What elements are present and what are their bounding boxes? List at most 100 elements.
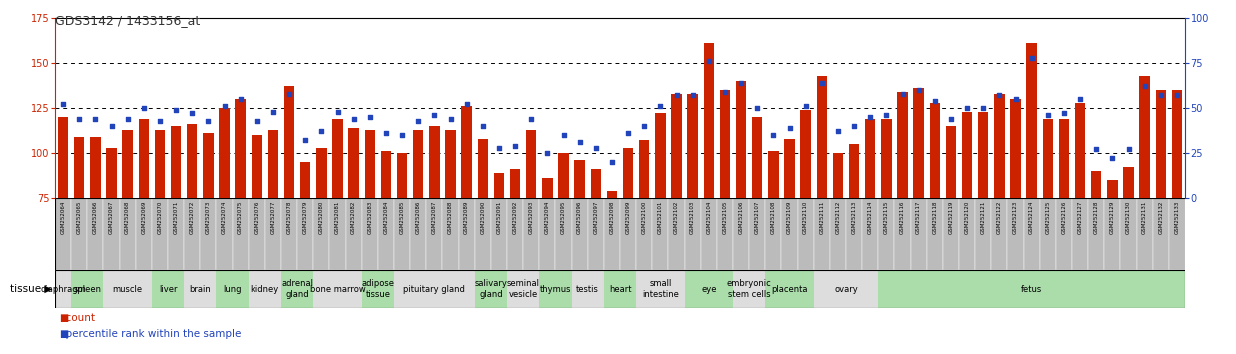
Bar xyxy=(252,135,262,198)
Point xyxy=(876,112,896,118)
Bar xyxy=(1156,90,1166,198)
Bar xyxy=(1169,198,1185,270)
Point xyxy=(247,118,267,124)
Text: GSM252112: GSM252112 xyxy=(836,201,840,234)
Bar xyxy=(313,270,362,308)
Bar xyxy=(962,112,973,198)
Bar xyxy=(152,198,168,270)
Point xyxy=(682,92,702,98)
Bar xyxy=(507,270,539,308)
Bar xyxy=(104,270,152,308)
Text: GSM252083: GSM252083 xyxy=(367,201,372,234)
Bar xyxy=(459,198,475,270)
Bar xyxy=(232,198,248,270)
Point xyxy=(666,92,686,98)
Text: salivary
gland: salivary gland xyxy=(475,279,507,299)
Text: fetus: fetus xyxy=(1021,285,1042,293)
Text: lung: lung xyxy=(224,285,242,293)
Bar xyxy=(685,198,701,270)
Bar xyxy=(975,198,991,270)
Text: GSM252133: GSM252133 xyxy=(1174,201,1179,234)
Bar xyxy=(104,198,120,270)
Text: GSM252131: GSM252131 xyxy=(1142,201,1147,234)
Bar xyxy=(1120,198,1137,270)
Text: GSM252130: GSM252130 xyxy=(1126,201,1131,234)
Text: GSM252129: GSM252129 xyxy=(1110,201,1115,234)
Text: GSM252132: GSM252132 xyxy=(1158,201,1163,234)
Point xyxy=(892,91,912,96)
Bar xyxy=(216,198,232,270)
Point xyxy=(957,105,976,111)
Bar xyxy=(879,270,1185,308)
Bar xyxy=(687,93,698,198)
Bar xyxy=(527,130,536,198)
Bar xyxy=(187,124,198,198)
Bar xyxy=(863,198,879,270)
Point xyxy=(101,123,121,129)
Text: GSM252128: GSM252128 xyxy=(1094,201,1099,234)
Bar xyxy=(1056,198,1072,270)
Point xyxy=(554,132,574,138)
Bar xyxy=(136,198,152,270)
Bar xyxy=(946,126,957,198)
Bar xyxy=(171,126,182,198)
Bar xyxy=(394,198,410,270)
Text: thymus: thymus xyxy=(540,285,571,293)
Text: small
intestine: small intestine xyxy=(641,279,679,299)
Bar xyxy=(154,130,166,198)
Point xyxy=(408,118,428,124)
Text: GSM252089: GSM252089 xyxy=(465,201,470,234)
Bar xyxy=(203,133,214,198)
Bar xyxy=(943,198,959,270)
Text: GSM252085: GSM252085 xyxy=(399,201,404,234)
Text: ■: ■ xyxy=(58,329,68,339)
Text: GSM252074: GSM252074 xyxy=(222,201,227,234)
Point xyxy=(1135,84,1154,89)
Bar xyxy=(591,169,601,198)
Text: GSM252078: GSM252078 xyxy=(287,201,292,234)
Bar xyxy=(1023,198,1039,270)
Bar xyxy=(620,198,637,270)
Bar xyxy=(929,103,941,198)
Bar xyxy=(397,153,408,198)
Point xyxy=(117,116,137,122)
Bar xyxy=(330,198,346,270)
Bar xyxy=(801,110,811,198)
Text: liver: liver xyxy=(158,285,177,293)
Bar xyxy=(735,81,747,198)
Text: testis: testis xyxy=(576,285,599,293)
Bar xyxy=(571,270,604,308)
Text: GSM252077: GSM252077 xyxy=(271,201,276,234)
Point xyxy=(1151,92,1170,98)
Text: GSM252070: GSM252070 xyxy=(157,201,162,234)
Bar xyxy=(543,178,552,198)
Point xyxy=(1086,147,1106,152)
Text: GSM252066: GSM252066 xyxy=(93,201,98,234)
Bar xyxy=(813,270,879,308)
Bar xyxy=(1042,119,1053,198)
Bar xyxy=(300,162,310,198)
Point xyxy=(311,129,331,134)
Bar xyxy=(168,198,184,270)
Bar xyxy=(797,198,813,270)
Point xyxy=(344,116,363,122)
Bar xyxy=(959,198,975,270)
Bar xyxy=(378,198,394,270)
Point xyxy=(166,107,185,113)
Text: GSM252126: GSM252126 xyxy=(1062,201,1067,234)
Text: bone marrow: bone marrow xyxy=(310,285,366,293)
Text: GSM252076: GSM252076 xyxy=(255,201,260,234)
Text: GSM252108: GSM252108 xyxy=(771,201,776,234)
Bar xyxy=(623,148,633,198)
Text: GSM252097: GSM252097 xyxy=(593,201,598,234)
Point xyxy=(1022,55,1042,61)
Text: GSM252092: GSM252092 xyxy=(513,201,518,234)
Bar xyxy=(879,198,895,270)
Point xyxy=(925,98,944,104)
Point xyxy=(53,102,73,107)
Point xyxy=(764,132,784,138)
Bar xyxy=(1137,198,1153,270)
Bar xyxy=(655,113,666,198)
Text: GSM252111: GSM252111 xyxy=(819,201,824,234)
Text: GSM252101: GSM252101 xyxy=(658,201,662,234)
